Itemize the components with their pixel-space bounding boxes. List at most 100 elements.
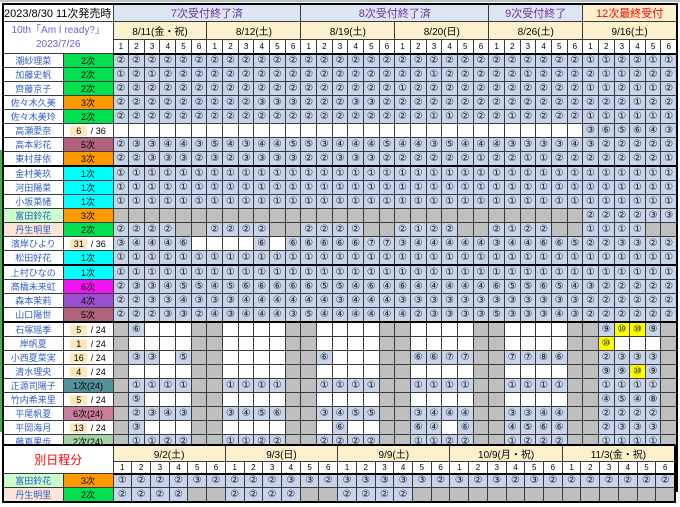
- slot-cell[interactable]: ③: [519, 137, 537, 152]
- slot-cell[interactable]: ①: [112, 473, 133, 488]
- slot-cell[interactable]: [347, 392, 365, 407]
- slot-cell[interactable]: ①: [441, 180, 458, 195]
- slot-cell[interactable]: ①: [503, 378, 521, 393]
- slot-cell[interactable]: ②: [456, 53, 474, 68]
- slot-cell[interactable]: ①: [519, 151, 537, 167]
- slot-cell[interactable]: ②: [629, 293, 646, 308]
- slot-cell[interactable]: ②: [112, 151, 130, 167]
- slot-cell[interactable]: ③: [519, 307, 537, 323]
- slot-cell[interactable]: ⑤: [175, 279, 192, 294]
- slot-cell[interactable]: ①: [284, 180, 302, 195]
- slot-cell[interactable]: ②: [535, 95, 552, 110]
- slot-cell[interactable]: ③: [644, 208, 662, 223]
- slot-cell[interactable]: ①: [143, 250, 161, 266]
- slot-cell[interactable]: ③: [412, 473, 432, 488]
- slot-cell[interactable]: [378, 406, 396, 421]
- slot-header[interactable]: 1: [112, 39, 130, 55]
- slot-cell[interactable]: [300, 420, 318, 435]
- slot-cell[interactable]: ①: [128, 180, 145, 195]
- slot-cell[interactable]: ⑥: [284, 279, 302, 294]
- slot-cell[interactable]: ②: [128, 293, 145, 308]
- slot-cell[interactable]: ②: [644, 406, 662, 421]
- slot-cell[interactable]: [488, 364, 505, 379]
- slot-cell[interactable]: ②: [394, 95, 411, 110]
- slot-cell[interactable]: ①: [128, 264, 145, 280]
- slot-cell[interactable]: [524, 487, 545, 503]
- slot-cell[interactable]: ①: [660, 264, 678, 280]
- slot-cell[interactable]: ⑥: [363, 279, 380, 294]
- slot-cell[interactable]: ④: [237, 406, 255, 421]
- slot-cell[interactable]: ④: [175, 293, 192, 308]
- slot-header[interactable]: 1: [337, 461, 357, 475]
- slot-cell[interactable]: [655, 487, 676, 503]
- slot-cell[interactable]: [269, 364, 286, 379]
- slot-cell[interactable]: ①: [300, 165, 318, 181]
- slot-cell[interactable]: ⑥: [409, 350, 427, 365]
- slot-cell[interactable]: [519, 208, 537, 223]
- slot-cell[interactable]: [206, 487, 226, 503]
- slot-cell[interactable]: ①: [316, 264, 333, 280]
- slot-cell[interactable]: [175, 336, 192, 351]
- slot-cell[interactable]: ②: [316, 151, 333, 167]
- slot-cell[interactable]: ③: [441, 293, 458, 308]
- slot-header[interactable]: 6: [566, 39, 584, 55]
- slot-cell[interactable]: ②: [269, 53, 286, 68]
- slot-cell[interactable]: ②: [280, 487, 301, 503]
- slot-cell[interactable]: ①: [456, 378, 474, 393]
- slot-cell[interactable]: [284, 364, 302, 379]
- slot-cell[interactable]: ②: [253, 81, 271, 96]
- member-status[interactable]: 1次: [62, 194, 114, 209]
- slot-cell[interactable]: ②: [128, 81, 145, 96]
- slot-cell[interactable]: ①: [269, 378, 286, 393]
- slot-cell[interactable]: ①: [253, 194, 271, 209]
- slot-cell[interactable]: ②: [131, 473, 151, 488]
- slot-header[interactable]: 5: [175, 39, 192, 55]
- slot-cell[interactable]: ①: [472, 264, 490, 280]
- slot-cell[interactable]: ②: [582, 236, 599, 251]
- slot-cell[interactable]: [331, 364, 349, 379]
- slot-cell[interactable]: ③: [456, 307, 474, 323]
- slot-cell[interactable]: [535, 208, 552, 223]
- slot-cell[interactable]: [472, 321, 490, 337]
- slot-cell[interactable]: [503, 123, 521, 138]
- slot-cell[interactable]: ①: [503, 250, 521, 266]
- slot-cell[interactable]: ②: [190, 95, 208, 110]
- slot-cell[interactable]: [206, 406, 224, 421]
- slot-cell[interactable]: ②: [582, 67, 599, 82]
- slot-cell[interactable]: [535, 321, 552, 337]
- slot-cell[interactable]: [237, 350, 255, 365]
- slot-cell[interactable]: ①: [253, 250, 271, 266]
- slot-cell[interactable]: ②: [582, 208, 599, 223]
- slot-cell[interactable]: ②: [519, 109, 537, 124]
- slot-cell[interactable]: ①: [503, 222, 521, 237]
- slot-cell[interactable]: ③: [486, 473, 507, 488]
- slot-cell[interactable]: ①: [629, 180, 646, 195]
- slot-cell[interactable]: ①: [660, 53, 678, 68]
- slot-cell[interactable]: ⑤: [613, 392, 631, 407]
- slot-cell[interactable]: ②: [519, 95, 537, 110]
- slot-cell[interactable]: ⑨: [597, 364, 615, 379]
- member-status[interactable]: 13 / 24: [62, 420, 114, 435]
- slot-cell[interactable]: ④: [363, 307, 380, 323]
- slot-cell[interactable]: ①: [159, 165, 177, 181]
- slot-cell[interactable]: ③: [280, 473, 301, 488]
- slot-cell[interactable]: [660, 222, 678, 237]
- slot-cell[interactable]: ④: [472, 279, 490, 294]
- slot-cell[interactable]: [143, 420, 161, 435]
- slot-header[interactable]: 3: [149, 461, 170, 475]
- slot-cell[interactable]: ①: [175, 264, 192, 280]
- slot-cell[interactable]: ③: [582, 279, 599, 294]
- slot-cell[interactable]: [472, 364, 490, 379]
- slot-cell[interactable]: ①: [206, 264, 224, 280]
- member-status[interactable]: 5次: [62, 137, 114, 152]
- slot-cell[interactable]: [331, 336, 349, 351]
- slot-cell[interactable]: ②: [566, 95, 584, 110]
- slot-cell[interactable]: ①: [519, 194, 537, 209]
- slot-cell[interactable]: ②: [316, 67, 333, 82]
- slot-cell[interactable]: ⑩: [629, 321, 646, 337]
- slot-cell[interactable]: [409, 321, 427, 337]
- slot-cell[interactable]: [269, 392, 286, 407]
- slot-cell[interactable]: ④: [441, 406, 458, 421]
- slot-cell[interactable]: [284, 350, 302, 365]
- slot-cell[interactable]: [347, 208, 365, 223]
